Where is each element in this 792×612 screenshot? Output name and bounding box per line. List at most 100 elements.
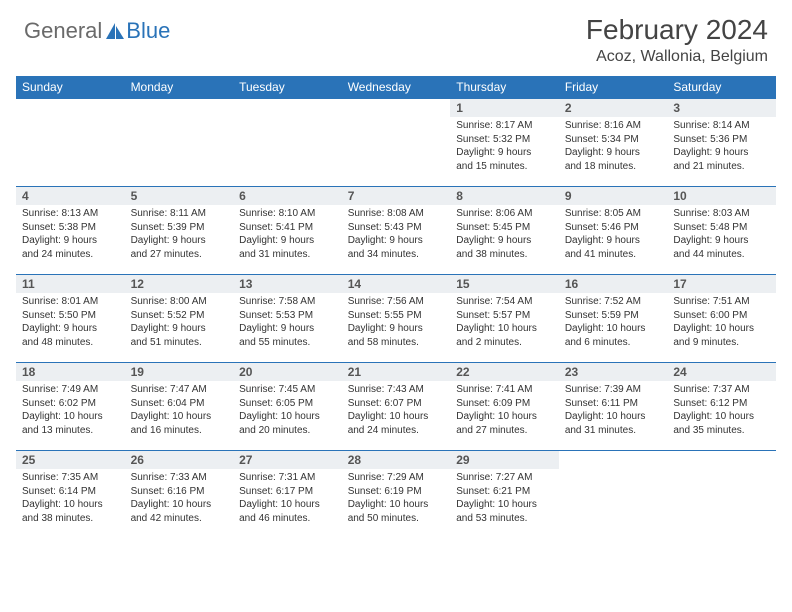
- day-details: Sunrise: 7:56 AMSunset: 5:55 PMDaylight:…: [342, 293, 451, 351]
- day-number: 18: [16, 363, 125, 381]
- calendar-cell: 28Sunrise: 7:29 AMSunset: 6:19 PMDayligh…: [342, 451, 451, 539]
- calendar-cell: [125, 99, 234, 187]
- day-details: Sunrise: 7:43 AMSunset: 6:07 PMDaylight:…: [342, 381, 451, 439]
- sunset-text: Sunset: 5:39 PM: [131, 221, 228, 235]
- day-number: 12: [125, 275, 234, 293]
- sunset-text: Sunset: 6:19 PM: [348, 485, 445, 499]
- calendar-cell: 25Sunrise: 7:35 AMSunset: 6:14 PMDayligh…: [16, 451, 125, 539]
- daylight-text-2: and 24 minutes.: [348, 424, 445, 438]
- daylight-text-1: Daylight: 10 hours: [565, 322, 662, 336]
- sunrise-text: Sunrise: 7:51 AM: [673, 295, 770, 309]
- sunset-text: Sunset: 6:14 PM: [22, 485, 119, 499]
- calendar-cell: 29Sunrise: 7:27 AMSunset: 6:21 PMDayligh…: [450, 451, 559, 539]
- sunrise-text: Sunrise: 7:33 AM: [131, 471, 228, 485]
- daylight-text-2: and 48 minutes.: [22, 336, 119, 350]
- day-number: 28: [342, 451, 451, 469]
- calendar-cell: 21Sunrise: 7:43 AMSunset: 6:07 PMDayligh…: [342, 363, 451, 451]
- sunrise-text: Sunrise: 8:06 AM: [456, 207, 553, 221]
- daylight-text-1: Daylight: 10 hours: [239, 410, 336, 424]
- weekday-header: Monday: [125, 76, 234, 99]
- calendar-cell: 8Sunrise: 8:06 AMSunset: 5:45 PMDaylight…: [450, 187, 559, 275]
- sunrise-text: Sunrise: 8:00 AM: [131, 295, 228, 309]
- calendar-cell: 4Sunrise: 8:13 AMSunset: 5:38 PMDaylight…: [16, 187, 125, 275]
- daylight-text-2: and 41 minutes.: [565, 248, 662, 262]
- calendar-cell: 9Sunrise: 8:05 AMSunset: 5:46 PMDaylight…: [559, 187, 668, 275]
- daylight-text-2: and 24 minutes.: [22, 248, 119, 262]
- day-number: 4: [16, 187, 125, 205]
- day-number: 19: [125, 363, 234, 381]
- daylight-text-1: Daylight: 10 hours: [348, 498, 445, 512]
- calendar-cell: 19Sunrise: 7:47 AMSunset: 6:04 PMDayligh…: [125, 363, 234, 451]
- calendar-cell: 26Sunrise: 7:33 AMSunset: 6:16 PMDayligh…: [125, 451, 234, 539]
- daylight-text-1: Daylight: 10 hours: [131, 498, 228, 512]
- calendar-cell: 6Sunrise: 8:10 AMSunset: 5:41 PMDaylight…: [233, 187, 342, 275]
- sunrise-text: Sunrise: 8:13 AM: [22, 207, 119, 221]
- day-details: Sunrise: 8:06 AMSunset: 5:45 PMDaylight:…: [450, 205, 559, 263]
- logo-text-blue: Blue: [126, 18, 170, 44]
- day-number: 16: [559, 275, 668, 293]
- daylight-text-2: and 2 minutes.: [456, 336, 553, 350]
- sunset-text: Sunset: 5:53 PM: [239, 309, 336, 323]
- daylight-text-2: and 31 minutes.: [239, 248, 336, 262]
- calendar-head: SundayMondayTuesdayWednesdayThursdayFrid…: [16, 76, 776, 99]
- sunset-text: Sunset: 6:00 PM: [673, 309, 770, 323]
- daylight-text-2: and 53 minutes.: [456, 512, 553, 526]
- calendar-row: 25Sunrise: 7:35 AMSunset: 6:14 PMDayligh…: [16, 451, 776, 539]
- daylight-text-1: Daylight: 9 hours: [348, 322, 445, 336]
- day-number: 9: [559, 187, 668, 205]
- sunset-text: Sunset: 5:36 PM: [673, 133, 770, 147]
- sunset-text: Sunset: 5:38 PM: [22, 221, 119, 235]
- daylight-text-1: Daylight: 10 hours: [348, 410, 445, 424]
- daylight-text-2: and 42 minutes.: [131, 512, 228, 526]
- page-title: February 2024: [586, 14, 768, 46]
- calendar-cell: 2Sunrise: 8:16 AMSunset: 5:34 PMDaylight…: [559, 99, 668, 187]
- brand-logo: General Blue: [24, 18, 170, 44]
- day-details: Sunrise: 7:35 AMSunset: 6:14 PMDaylight:…: [16, 469, 125, 527]
- daylight-text-1: Daylight: 10 hours: [456, 410, 553, 424]
- daylight-text-1: Daylight: 9 hours: [348, 234, 445, 248]
- calendar-cell: 5Sunrise: 8:11 AMSunset: 5:39 PMDaylight…: [125, 187, 234, 275]
- calendar-cell: 23Sunrise: 7:39 AMSunset: 6:11 PMDayligh…: [559, 363, 668, 451]
- day-details: Sunrise: 7:52 AMSunset: 5:59 PMDaylight:…: [559, 293, 668, 351]
- sunrise-text: Sunrise: 8:01 AM: [22, 295, 119, 309]
- daylight-text-2: and 15 minutes.: [456, 160, 553, 174]
- daylight-text-1: Daylight: 10 hours: [456, 322, 553, 336]
- day-details: Sunrise: 7:49 AMSunset: 6:02 PMDaylight:…: [16, 381, 125, 439]
- sunset-text: Sunset: 6:02 PM: [22, 397, 119, 411]
- calendar-cell: 27Sunrise: 7:31 AMSunset: 6:17 PMDayligh…: [233, 451, 342, 539]
- sunset-text: Sunset: 6:16 PM: [131, 485, 228, 499]
- day-number: 10: [667, 187, 776, 205]
- calendar-cell: 16Sunrise: 7:52 AMSunset: 5:59 PMDayligh…: [559, 275, 668, 363]
- calendar-cell: 15Sunrise: 7:54 AMSunset: 5:57 PMDayligh…: [450, 275, 559, 363]
- calendar-cell: 17Sunrise: 7:51 AMSunset: 6:00 PMDayligh…: [667, 275, 776, 363]
- sunrise-text: Sunrise: 7:45 AM: [239, 383, 336, 397]
- daylight-text-2: and 16 minutes.: [131, 424, 228, 438]
- daylight-text-1: Daylight: 10 hours: [239, 498, 336, 512]
- sunset-text: Sunset: 5:50 PM: [22, 309, 119, 323]
- daylight-text-1: Daylight: 9 hours: [456, 146, 553, 160]
- calendar-cell: [559, 451, 668, 539]
- day-details: Sunrise: 7:41 AMSunset: 6:09 PMDaylight:…: [450, 381, 559, 439]
- day-details: Sunrise: 8:00 AMSunset: 5:52 PMDaylight:…: [125, 293, 234, 351]
- day-number: 20: [233, 363, 342, 381]
- sunset-text: Sunset: 6:21 PM: [456, 485, 553, 499]
- calendar-cell: 7Sunrise: 8:08 AMSunset: 5:43 PMDaylight…: [342, 187, 451, 275]
- sunrise-text: Sunrise: 7:27 AM: [456, 471, 553, 485]
- sunrise-text: Sunrise: 7:31 AM: [239, 471, 336, 485]
- day-details: Sunrise: 8:14 AMSunset: 5:36 PMDaylight:…: [667, 117, 776, 175]
- sunrise-text: Sunrise: 7:49 AM: [22, 383, 119, 397]
- day-number: 1: [450, 99, 559, 117]
- day-number: 25: [16, 451, 125, 469]
- day-details: Sunrise: 7:33 AMSunset: 6:16 PMDaylight:…: [125, 469, 234, 527]
- day-details: Sunrise: 8:10 AMSunset: 5:41 PMDaylight:…: [233, 205, 342, 263]
- sunset-text: Sunset: 5:55 PM: [348, 309, 445, 323]
- daylight-text-2: and 58 minutes.: [348, 336, 445, 350]
- page-header: General Blue February 2024 Acoz, Walloni…: [0, 0, 792, 72]
- sunrise-text: Sunrise: 8:10 AM: [239, 207, 336, 221]
- header-right: February 2024 Acoz, Wallonia, Belgium: [586, 14, 768, 66]
- sunset-text: Sunset: 5:43 PM: [348, 221, 445, 235]
- daylight-text-1: Daylight: 10 hours: [673, 410, 770, 424]
- daylight-text-2: and 13 minutes.: [22, 424, 119, 438]
- daylight-text-1: Daylight: 10 hours: [22, 498, 119, 512]
- daylight-text-1: Daylight: 10 hours: [22, 410, 119, 424]
